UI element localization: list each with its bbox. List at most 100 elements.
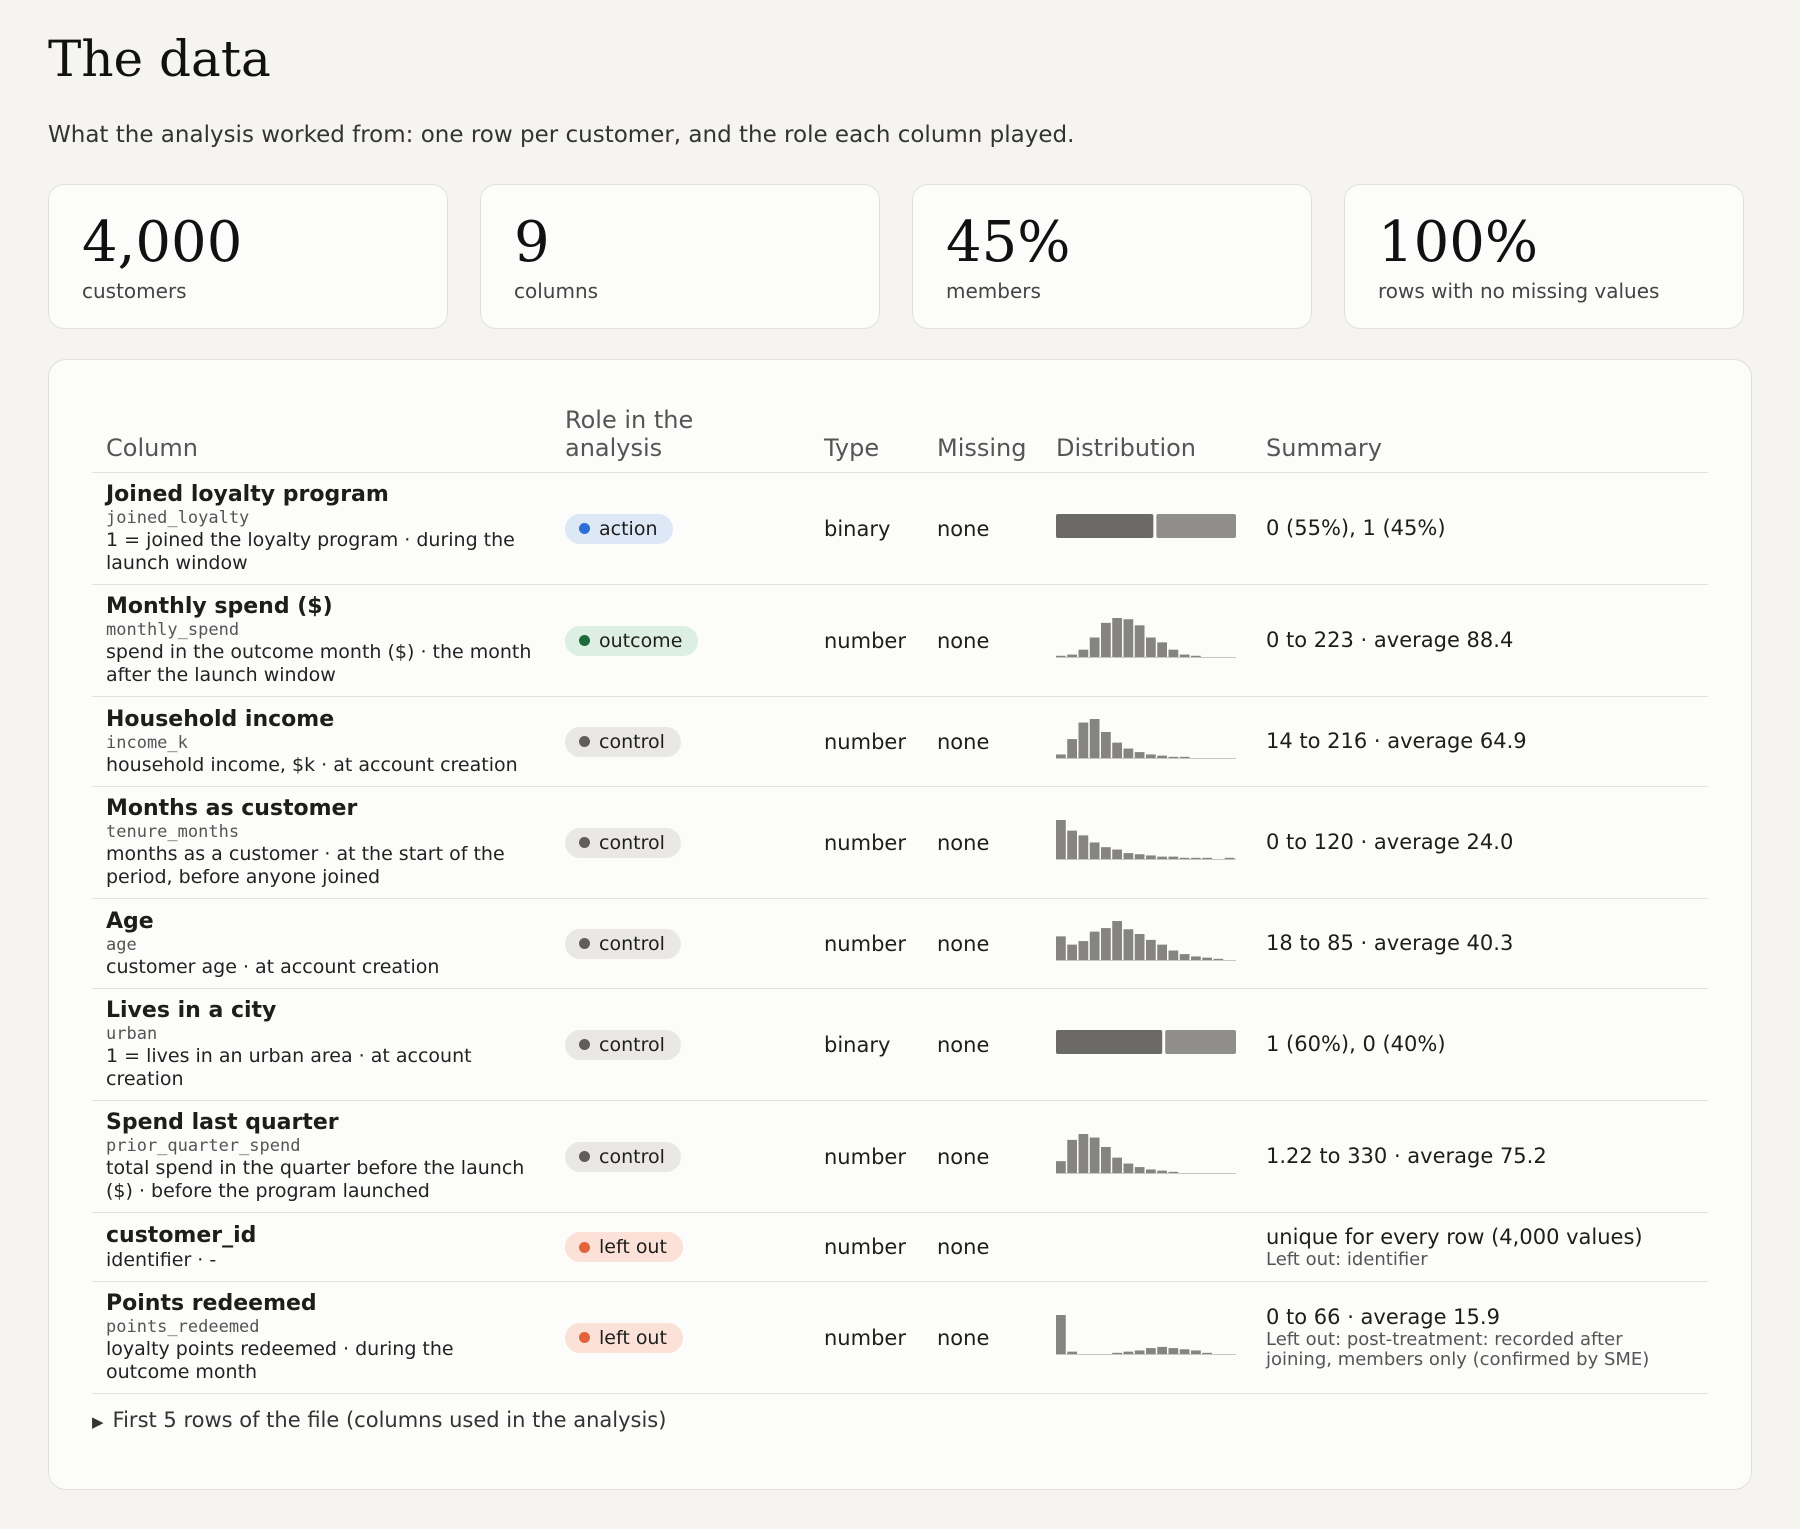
role-pill: control xyxy=(565,1141,681,1172)
role-pill: left out xyxy=(565,1232,683,1262)
share-segment xyxy=(1056,514,1154,538)
histogram xyxy=(1056,820,1236,860)
column-description: 1 = lives in an urban area · at account … xyxy=(106,1045,472,1090)
type-text: number xyxy=(824,1325,906,1350)
column-header-text: Type xyxy=(824,434,880,462)
histogram-bar xyxy=(1157,1170,1167,1173)
summary-text: unique for every row (4,000 values) xyxy=(1266,1224,1643,1249)
field-name: income_k xyxy=(106,732,188,753)
stat-value: 100% xyxy=(1378,210,1539,275)
histogram-bar xyxy=(1191,655,1201,657)
missing-text: none xyxy=(937,1235,990,1259)
role-pill: control xyxy=(565,1029,681,1060)
distribution-cell xyxy=(1042,1281,1252,1394)
histogram-bar xyxy=(1202,957,1212,960)
table-row: Age age customer age · at account creation… xyxy=(92,898,1708,989)
preview-summary[interactable]: First 5 rows of the file (columns used i… xyxy=(92,1408,1708,1432)
missing-cell: none xyxy=(923,1281,1042,1394)
histogram-bar xyxy=(1168,1171,1179,1173)
stat-card: 4,000 customers xyxy=(48,184,448,329)
histogram-bar xyxy=(1078,1134,1089,1173)
type-cell: number xyxy=(810,898,923,989)
role-text: action xyxy=(599,517,658,540)
role-dot xyxy=(579,938,590,949)
type-cell: number xyxy=(810,696,923,787)
column-header-text: Summary xyxy=(1266,434,1382,462)
role-dot xyxy=(579,1241,590,1253)
role-dot xyxy=(579,523,590,534)
type-text: number xyxy=(824,1144,906,1169)
role-cell: control xyxy=(551,898,810,989)
summary-note: Left out: post-treatment: recorded after… xyxy=(1266,1329,1650,1370)
field-name: tenure_months xyxy=(106,822,240,842)
missing-text: none xyxy=(937,1032,990,1057)
histogram-bar xyxy=(1056,655,1066,657)
type-text: number xyxy=(824,628,906,653)
column-header-text: Column xyxy=(106,434,198,462)
histogram-bar xyxy=(1146,1348,1156,1354)
histogram-bar xyxy=(1168,950,1179,960)
histogram-bar xyxy=(1123,929,1134,960)
type-cell: number xyxy=(810,1212,923,1282)
histogram-bar xyxy=(1089,931,1100,960)
table-row: Household income income_k household income… xyxy=(92,696,1708,787)
preview-toggle[interactable]: First 5 rows of the file (columns used i… xyxy=(92,1408,1708,1432)
missing-cell: none xyxy=(923,584,1042,697)
histogram-bar xyxy=(1224,857,1235,859)
stat-card: 100% rows with no missing values xyxy=(1344,184,1744,329)
distribution-cell xyxy=(1042,786,1252,899)
column-description: identifier · - xyxy=(106,1248,217,1271)
column-header: Role in the analysis xyxy=(551,394,810,473)
summary-cell: 0 to 120 · average 24.0 xyxy=(1252,786,1708,899)
histogram-bar xyxy=(1213,958,1224,960)
histogram-bar xyxy=(1089,719,1100,758)
role-cell: left out xyxy=(551,1281,810,1394)
missing-text: none xyxy=(937,931,990,956)
column-header: Distribution xyxy=(1042,394,1252,473)
role-dot xyxy=(579,736,590,747)
column-cell: customer_id identifier · - xyxy=(92,1212,551,1282)
missing-text: none xyxy=(937,628,990,653)
column-name: Points redeemed xyxy=(106,1291,317,1316)
missing-cell: none xyxy=(923,786,1042,899)
histogram-bar xyxy=(1101,622,1111,657)
summary-text: 14 to 216 · average 64.9 xyxy=(1266,729,1527,753)
table-body: Joined loyalty program joined_loyalty 1 = … xyxy=(92,472,1708,1394)
title: The data xyxy=(48,30,271,88)
share-segment xyxy=(1165,1030,1236,1054)
role-pill: control xyxy=(565,726,681,757)
histogram-bar xyxy=(1112,742,1122,758)
stat-label: columns xyxy=(514,279,599,303)
role-pill: outcome xyxy=(565,625,699,656)
columns-table: Column Role in the analysis Type Missing Dis… xyxy=(92,394,1708,1394)
column-cell: Household income income_k household income… xyxy=(92,696,551,787)
role-cell: control xyxy=(551,1100,810,1213)
type-cell: number xyxy=(810,1100,923,1213)
histogram-bar xyxy=(1101,1147,1111,1173)
histogram-bar xyxy=(1112,618,1122,657)
column-description: total spend in the quarter before the la… xyxy=(106,1157,525,1202)
histogram-bar xyxy=(1056,820,1066,859)
summary-text: 0 to 120 · average 24.0 xyxy=(1266,830,1514,854)
histogram-bar xyxy=(1191,857,1201,859)
histogram-bar xyxy=(1134,625,1145,657)
histogram-bar xyxy=(1179,1349,1190,1354)
histogram-bar xyxy=(1179,654,1190,657)
histogram-bar xyxy=(1089,637,1100,657)
summary-cell: 1.22 to 330 · average 75.2 xyxy=(1252,1100,1708,1213)
stat-label: rows with no missing values xyxy=(1378,279,1660,303)
histogram-bar xyxy=(1123,748,1134,758)
role-text: left out xyxy=(599,1236,667,1258)
missing-cell: none xyxy=(923,1212,1042,1282)
missing-text: none xyxy=(937,516,990,541)
histogram-bar xyxy=(1056,754,1066,758)
stat-label: customers xyxy=(82,279,187,303)
missing-cell: none xyxy=(923,1100,1042,1213)
role-pill: left out xyxy=(565,1322,683,1353)
missing-cell: none xyxy=(923,472,1042,585)
column-description: household income, $k · at account creati… xyxy=(106,753,518,776)
column-description: months as a customer · at the start of t… xyxy=(106,843,505,888)
column-name: Lives in a city xyxy=(106,998,277,1023)
summary-text: 0 (55%), 1 (45%) xyxy=(1266,516,1446,540)
